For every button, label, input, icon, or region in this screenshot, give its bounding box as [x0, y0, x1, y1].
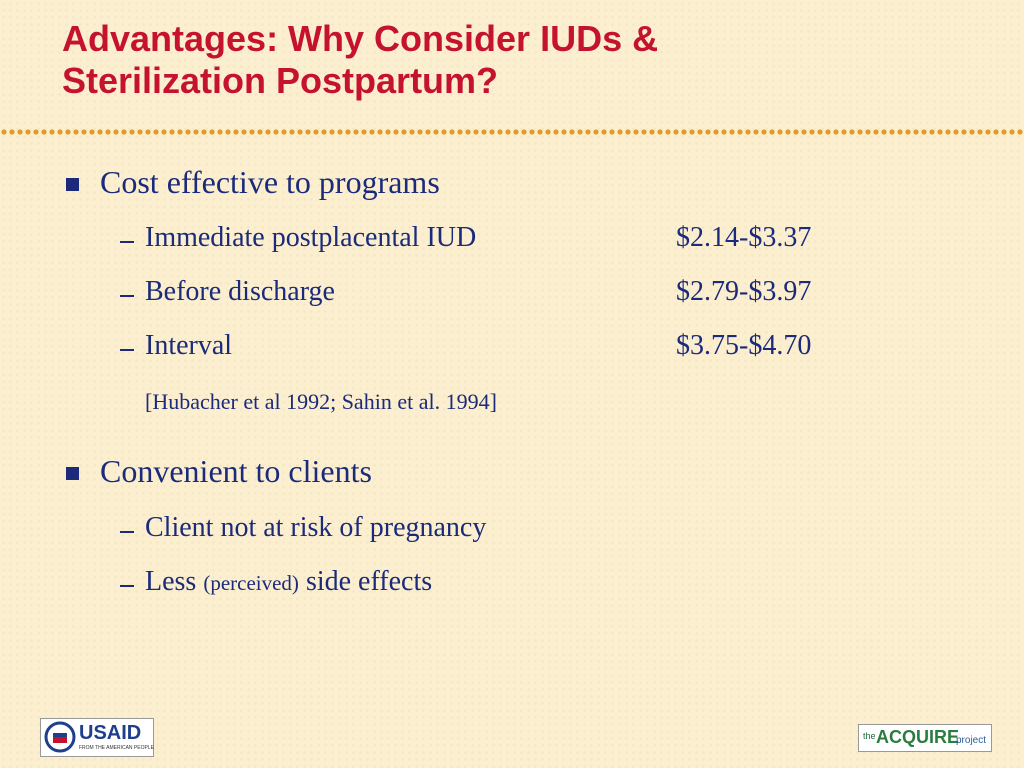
sub-item: Before discharge	[145, 276, 335, 307]
text: side effects	[298, 566, 433, 597]
cost: $2.14-$3.37	[676, 222, 812, 253]
logo-tagline: FROM THE AMERICAN PEOPLE	[79, 745, 154, 751]
sub-item: Client not at risk of pregnancy	[145, 512, 487, 543]
bullet-marker	[66, 467, 79, 480]
divider	[0, 128, 1024, 136]
acquire-logo: the ACQUIRE project	[858, 724, 992, 752]
dash	[120, 295, 134, 297]
title-line: Sterilization Postpartum?	[62, 60, 499, 101]
logo-name: ACQUIRE	[876, 727, 960, 747]
cost: $3.75-$4.70	[676, 330, 812, 361]
dash	[120, 241, 134, 243]
dash	[120, 531, 134, 533]
logo-prefix: the	[863, 731, 876, 741]
usaid-logo: USAID FROM THE AMERICAN PEOPLE	[40, 718, 154, 757]
logo-suffix: project	[956, 735, 987, 746]
title-line: Advantages: Why Consider IUDs &	[62, 18, 659, 59]
dash	[120, 585, 134, 587]
seal	[44, 721, 76, 753]
bullet: Convenient to clients	[100, 453, 372, 489]
dash	[120, 349, 134, 351]
text: (perceived)	[203, 571, 299, 595]
bullet: Cost effective to programs	[100, 164, 440, 200]
text: Less	[145, 566, 204, 597]
sub-item: Less (perceived) side effects	[145, 566, 432, 598]
logo-name: USAID	[79, 722, 142, 744]
sub-item: Immediate postplacental IUD	[145, 222, 477, 253]
bullet-marker	[66, 178, 79, 191]
cost: $2.79-$3.97	[676, 276, 812, 307]
sub-item: Interval	[145, 330, 233, 361]
citation: [Hubacher et al 1992; Sahin et al. 1994]	[145, 389, 497, 414]
